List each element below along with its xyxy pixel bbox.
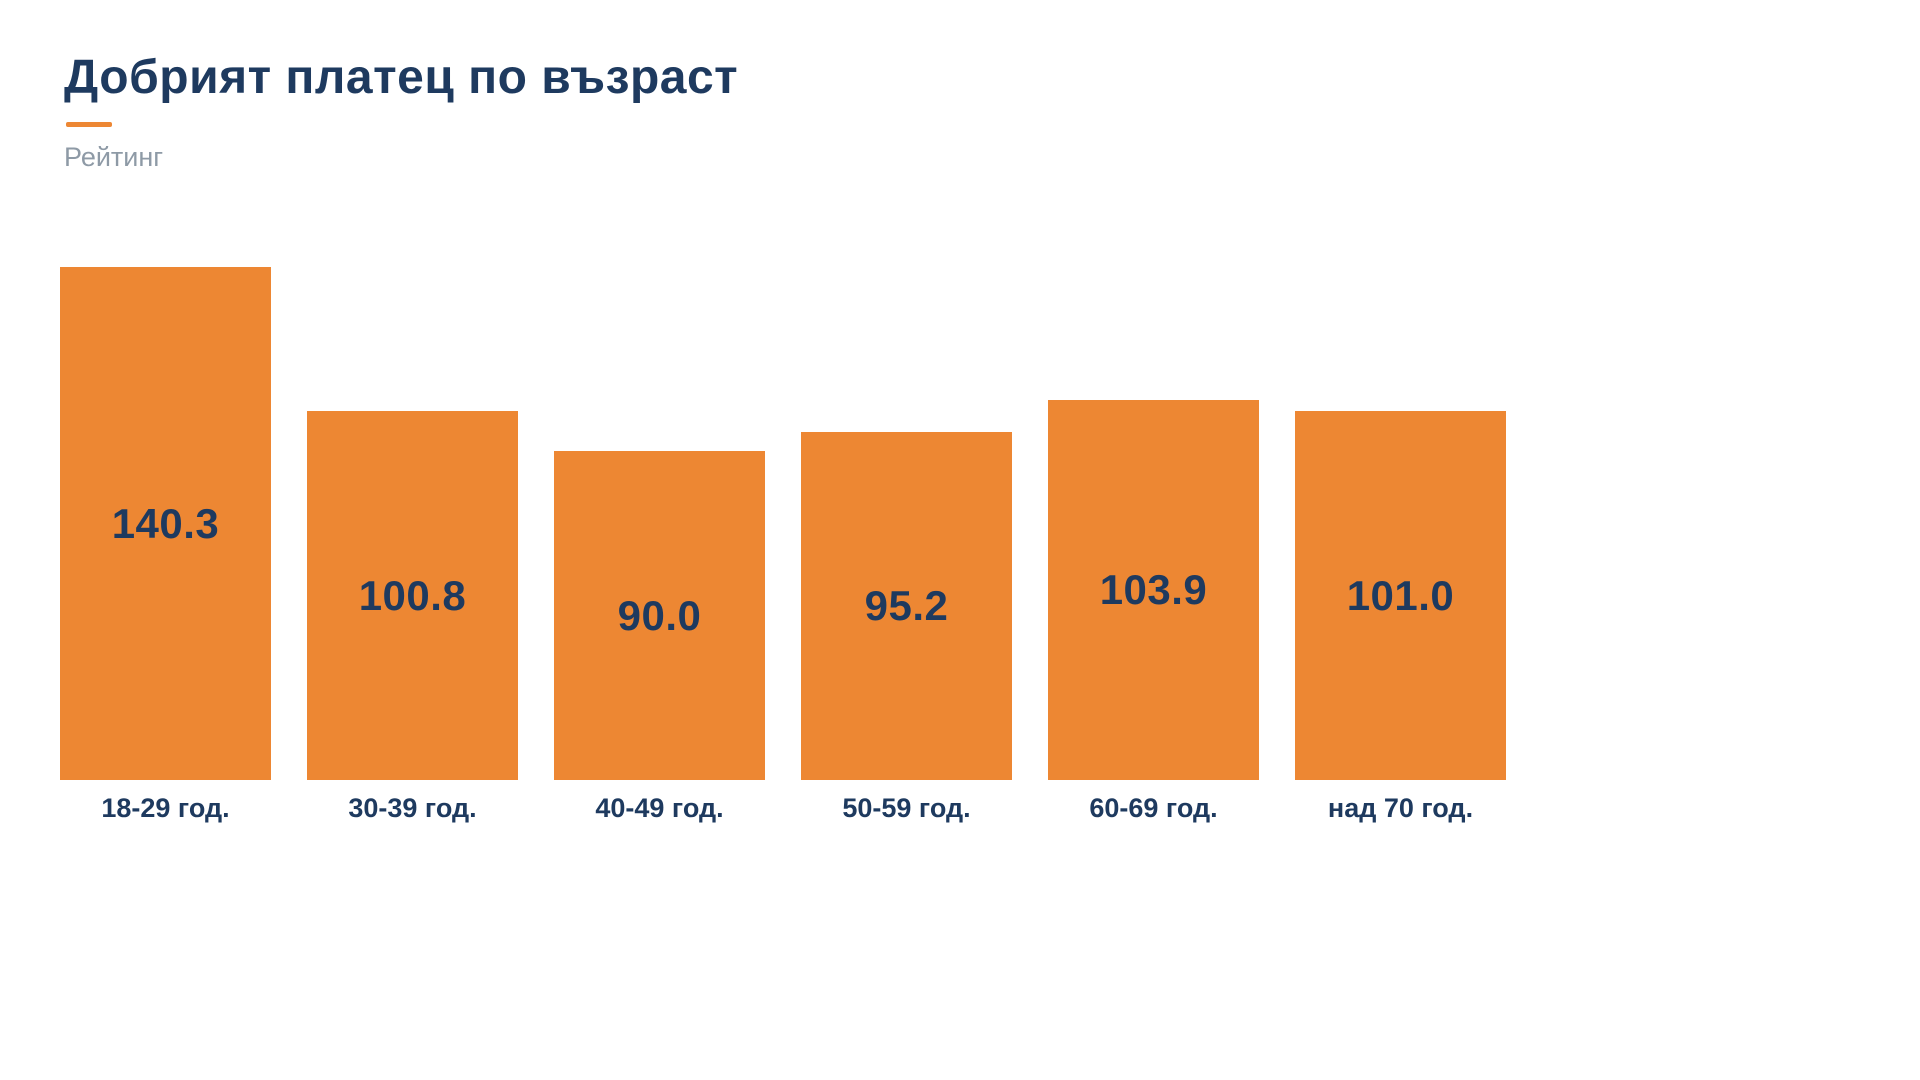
- bar-value-label: 90.0: [617, 591, 702, 639]
- bar-value-label: 101.0: [1346, 571, 1455, 619]
- category-axis: 18-29 год. 30-39 год. 40-49 год. 50-59 год.…: [60, 793, 1506, 824]
- bar-value-label: 140.3: [111, 499, 220, 547]
- category-label: 40-49 год.: [595, 793, 724, 823]
- chart-subtitle: Рейтинг: [64, 142, 164, 172]
- category-label: 18-29 год.: [101, 793, 230, 823]
- category-label: 50-59 год.: [842, 793, 971, 823]
- chart-title: Добрият платец по възраст: [64, 51, 739, 104]
- category-label: 30-39 год.: [348, 793, 477, 823]
- category-label: 60-69 год.: [1089, 793, 1218, 823]
- chart-bar: 140.3: [60, 267, 271, 780]
- chart-bar: 95.2: [801, 432, 1012, 780]
- bar-value-label: 103.9: [1099, 566, 1208, 613]
- bar-chart-plot-area: 140.3 100.8 90.0 95.2 103.9 101.0: [60, 267, 1506, 780]
- title-underline: [66, 122, 112, 127]
- bar-value-label: 95.2: [864, 582, 949, 629]
- chart-bar: 90.0: [554, 451, 765, 780]
- category-label: над 70 год.: [1327, 793, 1474, 823]
- bar-value-label: 100.8: [358, 571, 467, 619]
- chart-bar: 101.0: [1295, 411, 1506, 780]
- chart-bar: 100.8: [307, 411, 518, 780]
- chart-bar: 103.9: [1048, 400, 1259, 780]
